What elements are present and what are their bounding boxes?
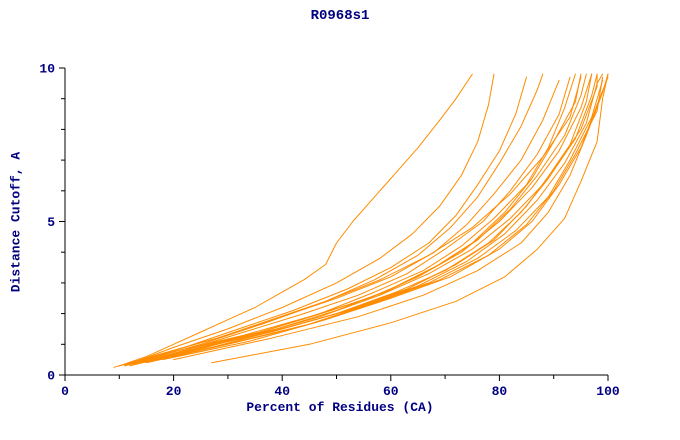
- series-line: [140, 73, 587, 364]
- series-line: [135, 73, 544, 364]
- chart-title: R0968s1: [310, 8, 370, 24]
- series-line: [129, 76, 527, 365]
- series-line: [124, 73, 495, 367]
- series-line: [129, 73, 598, 367]
- series-line: [135, 73, 598, 365]
- series-line: [118, 73, 593, 367]
- x-tick-label: 60: [383, 384, 399, 399]
- series-line: [173, 73, 609, 361]
- series-line: [162, 76, 609, 361]
- series-line: [151, 76, 604, 362]
- series-line: [211, 73, 609, 364]
- y-tick-label: 10: [39, 62, 55, 77]
- x-tick-label: 20: [166, 384, 182, 399]
- series-line: [145, 79, 604, 364]
- series-line: [124, 73, 593, 367]
- x-tick-label: 40: [274, 384, 290, 399]
- x-tick-label: 80: [492, 384, 508, 399]
- y-tick-label: 5: [47, 215, 55, 230]
- x-axis-label: Percent of Residues (CA): [246, 400, 434, 415]
- series-line: [140, 73, 604, 364]
- series-line: [124, 76, 571, 367]
- y-tick-label: 0: [47, 369, 55, 384]
- series-line: [118, 73, 473, 367]
- x-tick-label: 0: [61, 384, 69, 399]
- x-tick-label: 100: [596, 384, 620, 399]
- series-line: [113, 76, 582, 368]
